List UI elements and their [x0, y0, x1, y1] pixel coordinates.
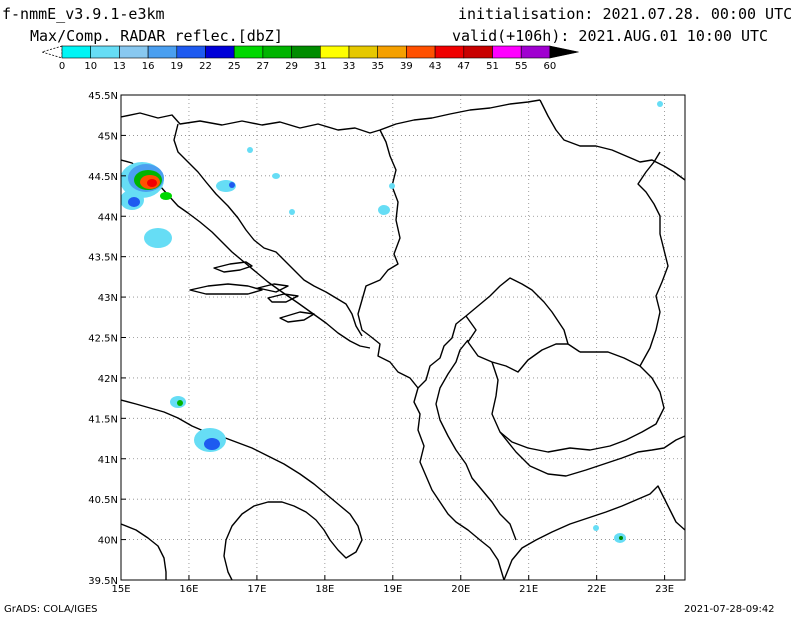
lat-tick-label: 40.5N — [88, 495, 118, 506]
colorbar-swatch — [319, 45, 350, 59]
lat-tick-label: 42.5N — [88, 334, 118, 345]
lat-tick-label: 39.5N — [88, 576, 118, 587]
colorbar-label: 29 — [285, 61, 298, 72]
border-serbia-romania — [539, 99, 685, 181]
border-greece — [499, 431, 685, 477]
colorbar-label: 39 — [400, 61, 413, 72]
island-2 — [189, 283, 263, 295]
product-title: Max/Comp. RADAR reflec.[dbZ] — [30, 27, 283, 45]
lat-tick-label: 44.5N — [88, 172, 118, 183]
border-albania — [413, 387, 505, 580]
lon-tick-label: 22E — [587, 584, 606, 595]
colorbar-label: 55 — [515, 61, 528, 72]
lat-tick-label: 41.5N — [88, 414, 118, 425]
colorbar-swatch — [61, 45, 92, 59]
colorbar-label: 27 — [257, 61, 270, 72]
colorbar-swatch — [262, 45, 292, 59]
border-croatia-north — [121, 112, 381, 134]
map-ticks: 15E 16E 17E 18E 19E 20E 21E 22E 23E 39.5N 40N 40.5N… — [88, 91, 674, 595]
colorbar-swatch — [205, 45, 235, 59]
coastline-italy-south — [121, 523, 167, 580]
colorbar-label: 19 — [170, 61, 183, 72]
colorbar-label: 33 — [343, 61, 356, 72]
colorbar-swatch — [348, 45, 379, 59]
border-serbia-bulgaria — [637, 151, 669, 367]
initialisation-text: initialisation: 2021.07.28. 00:00 UTC — [458, 5, 793, 23]
colorbar-label: 25 — [228, 61, 241, 72]
colorbar-label: 13 — [113, 61, 126, 72]
lat-tick-label: 44N — [98, 212, 118, 223]
colorbar-label: 0 — [59, 61, 65, 72]
border-serbia-hungary — [379, 99, 541, 131]
colorbar-swatch — [119, 45, 149, 59]
render-timestamp: 2021-07-28-09:42 — [684, 604, 775, 615]
colorbar-low-arrow — [40, 45, 63, 59]
lon-tick-label: 15E — [111, 584, 130, 595]
colorbar-label: 47 — [457, 61, 470, 72]
colorbar-swatch — [549, 45, 579, 59]
lon-tick-label: 21E — [519, 584, 538, 595]
lon-tick-label: 20E — [451, 584, 470, 595]
lon-tick-label: 16E — [179, 584, 198, 595]
colorbar-label: 31 — [314, 61, 327, 72]
colorbar-swatch — [176, 45, 206, 59]
colorbar-label: 43 — [429, 61, 442, 72]
lon-tick-label: 18E — [315, 584, 334, 595]
lat-tick-label: 42N — [98, 374, 118, 385]
lat-tick-label: 41N — [98, 455, 118, 466]
colorbar-swatch — [492, 45, 522, 59]
coastline-greece — [503, 485, 685, 580]
colorbar-swatch — [233, 45, 264, 59]
colorbar-label: 35 — [371, 61, 384, 72]
lon-tick-label: 23E — [655, 584, 674, 595]
colorbar: 0 10 13 16 19 22 25 27 29 31 33 35 39 43 47 51 55 60 — [40, 45, 579, 72]
border-bosnia-east — [357, 129, 401, 337]
island-5 — [257, 283, 289, 293]
island-3 — [267, 293, 299, 303]
border-north-macedonia — [491, 351, 665, 453]
map-panel: 15E 16E 17E 18E 19E 20E 21E 22E 23E 39.5N 40N 40.5N… — [88, 91, 686, 595]
colorbar-swatch — [147, 45, 178, 59]
island-1 — [213, 261, 253, 273]
island-4 — [279, 311, 315, 323]
colorbar-label: 16 — [142, 61, 155, 72]
colorbar-swatch — [520, 45, 551, 59]
valid-time-text: valid(+106h): 2021.AUG.01 10:00 UTC — [452, 27, 769, 45]
colorbar-swatch — [406, 45, 436, 59]
lat-tick-label: 40N — [98, 536, 118, 547]
lat-tick-label: 43.5N — [88, 253, 118, 264]
colorbar-label: 22 — [199, 61, 212, 72]
border-albania-east — [435, 339, 517, 541]
lon-tick-label: 17E — [247, 584, 266, 595]
colorbar-label: 51 — [486, 61, 499, 72]
lat-tick-label: 45N — [98, 131, 118, 142]
lon-tick-label: 19E — [383, 584, 402, 595]
border-bosnia-west — [173, 123, 363, 337]
grads-credit: GrADS: COLA/IGES — [4, 604, 98, 615]
border-serbia-montenegro — [369, 277, 581, 389]
lat-tick-label: 45.5N — [88, 91, 118, 102]
model-title: f-nmmE_v3.9.1-e3km — [2, 5, 165, 23]
lat-tick-label: 43N — [98, 293, 118, 304]
coastline-italy — [121, 399, 363, 580]
colorbar-swatch — [377, 45, 407, 59]
map-gridlines — [121, 95, 685, 580]
colorbar-label: 60 — [544, 61, 557, 72]
colorbar-swatch — [291, 45, 321, 59]
colorbar-swatch — [434, 45, 465, 59]
colorbar-swatch — [90, 45, 120, 59]
radar-echoes — [121, 101, 663, 543]
colorbar-label: 10 — [84, 61, 97, 72]
border-kosovo — [465, 315, 568, 373]
colorbar-swatch — [463, 45, 493, 59]
